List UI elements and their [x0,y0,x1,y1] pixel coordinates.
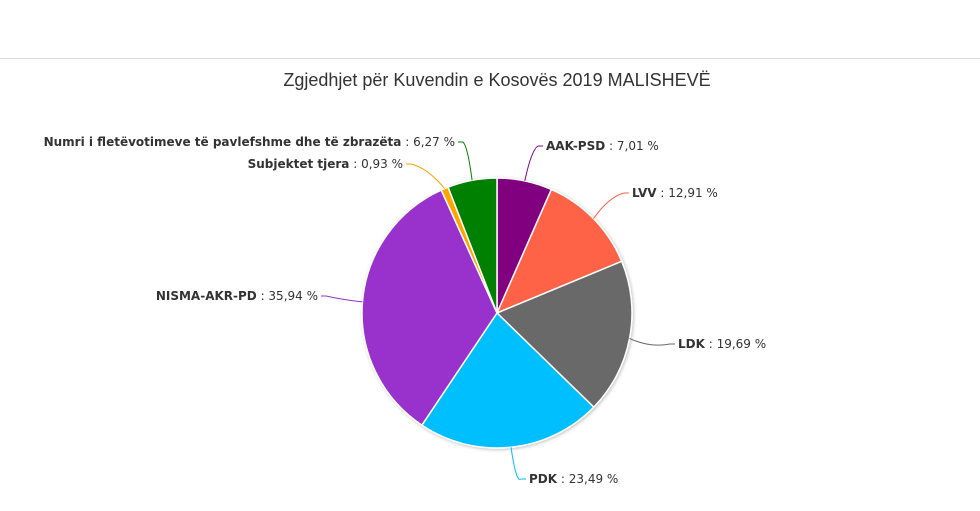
connector-pdk [510,447,526,480]
pie-slice-lvv[interactable] [495,188,623,315]
connector-lvv [593,192,629,219]
connector-nisma-akr-pd [321,295,363,303]
slice-label-lvv: LVV : 12,91 % [632,186,718,200]
top-divider [0,58,980,59]
slice-label-numri-i-fletevotimeve-te-pavlefshme-dhe-te-zbrazeta: Numri i fletëvotimeve të pavlefshme dhe … [44,135,455,149]
slice-label-nisma-akr-pd: NISMA-AKR-PD : 35,94 % [156,289,318,303]
chart-title: Zgjedhjet për Kuvendin e Kosovës 2019 MA… [283,70,710,90]
slice-label-pdk: PDK : 23,49 % [529,472,618,486]
connector-subjektet-tjera [406,163,445,189]
connector-ldk [629,337,675,346]
pie-slice-pdk[interactable] [420,311,595,449]
pie-slice-ldk[interactable] [495,260,633,409]
slice-label-subjektet-tjera: Subjektet tjera : 0,93 % [248,157,403,171]
connector-aak-psd [524,145,543,182]
pie-slice-numri-i-fletevotimeve-te-pavlefshme-dhe-te-zbrazeta[interactable] [447,177,498,314]
connector-numri-i-fletevotimeve-te-pavlefshme-dhe-te-zbrazeta [458,141,473,181]
slice-label-ldk: LDK : 19,69 % [678,337,766,351]
slice-label-aak-psd: AAK-PSD : 7,01 % [546,139,659,153]
